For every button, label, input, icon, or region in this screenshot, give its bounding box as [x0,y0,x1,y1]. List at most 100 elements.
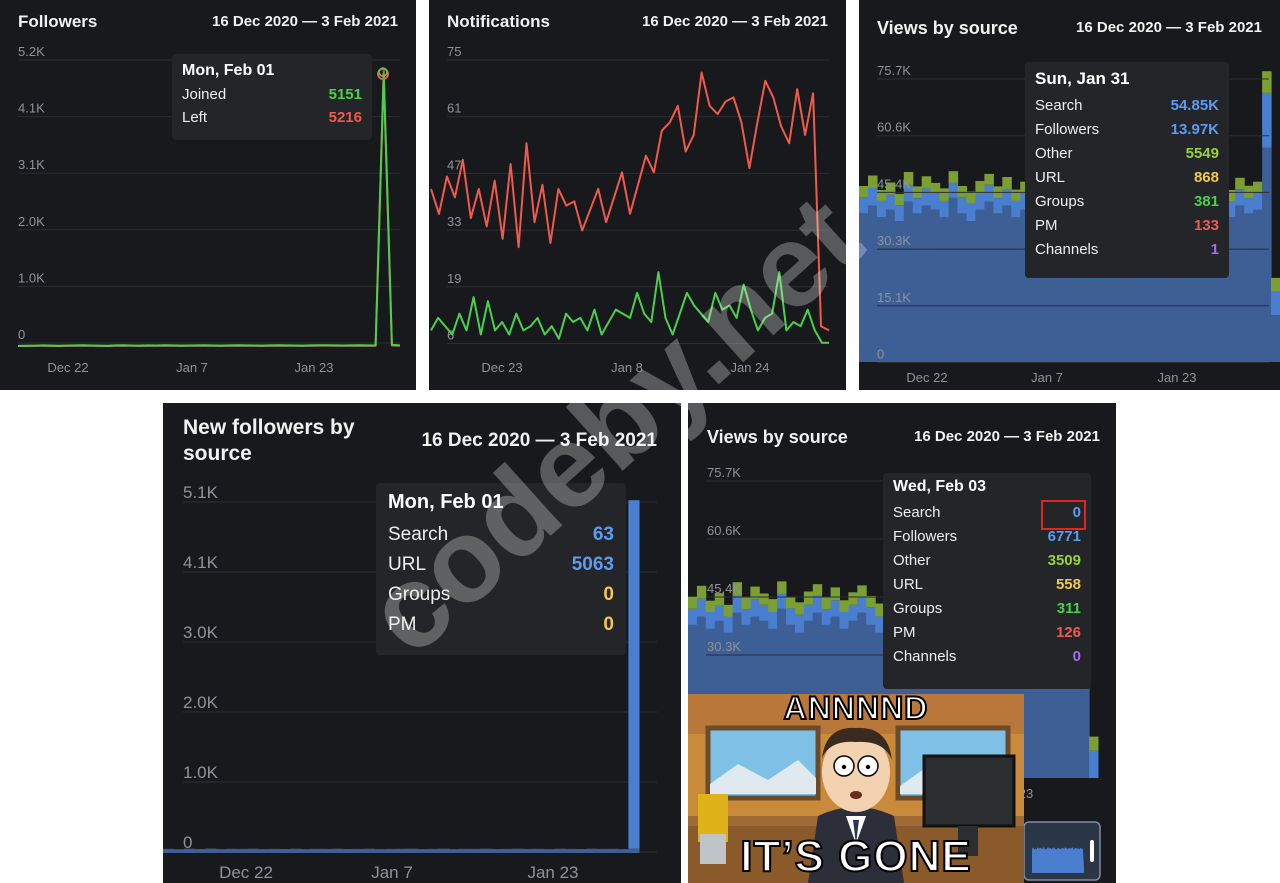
area-bar-followers [723,616,734,633]
bar-search [628,848,640,853]
area-bar-other [830,587,840,601]
area-bar-search [1271,315,1280,362]
tooltip-row: PM 0 [388,614,614,636]
tooltip-label: Groups [1035,193,1085,210]
x-tick-label: Jan 23 [1157,370,1196,385]
tooltip-label: URL [388,554,427,575]
chart-tooltip: Mon, Feb 01 Search 63 URL 5063 Groups 0 PM 0 [376,483,626,655]
area-bar-followers [1244,198,1254,214]
area-bar-followers [894,205,905,222]
area-bar-search [921,205,932,362]
bar-search [406,848,418,853]
date-range[interactable]: 16 Dec 2020 — 3 Feb 2021 [642,13,828,30]
area-bar-search [1163,209,1174,362]
area-bar-followers [768,612,778,629]
tooltip-row: PM 133 [1035,217,1219,234]
area-bar-followers [876,200,887,218]
series-line [430,271,829,344]
bar-search [300,849,312,853]
area-bar-other [957,186,967,198]
area-bar-search [1100,209,1111,362]
meme-image: ANNNND IT’S GONE [688,694,1024,883]
followers-chart[interactable]: 5.2K 4.1K 3.1K 2.0K 1.0K 0 Dec 22 Jan 7 Jan 23 [0,0,416,390]
bar-search [480,848,492,853]
bar-search [533,848,545,853]
date-range[interactable]: 16 Dec 2020 — 3 Feb 2021 [421,430,657,451]
tooltip-value: 558 [1055,576,1081,593]
notifications-chart[interactable]: 75 61 47 33 19 6 Dec 23 Jan 8 Jan 24 [429,0,846,390]
y-tick-label: 4.1K [18,101,45,116]
area-bar-other [894,193,905,206]
area-bar-other [885,182,896,195]
area-bar-search [1118,201,1129,362]
area-bar-search [777,608,787,778]
area-bar-followers [839,612,849,629]
area-bar-followers [741,609,751,625]
tooltip-row: Search 0 [893,504,1081,521]
y-tick-label: 33 [447,214,461,229]
date-range[interactable]: 16 Dec 2020 — 3 Feb 2021 [1076,19,1262,36]
panel-title: Notifications [447,12,550,31]
area-bar-other [1011,189,1021,201]
tooltip-row: Channels 0 [893,648,1081,665]
area-bar-search [1053,628,1063,778]
series-line [430,71,830,332]
area-bar-followers [993,198,1003,214]
area-bar-search [1026,616,1037,778]
bar-search [247,848,259,853]
tooltip-date: Sun, Jan 31 [1035,69,1130,88]
new-followers-chart[interactable]: 5.1K 4.1K 3.0K 2.0K 1.0K 0 Dec 22 Jan 7 Jan 23 [163,403,681,883]
area-bar-followers [1226,201,1236,218]
area-bar-followers [1235,189,1245,206]
bar-search [543,849,555,853]
area-bar-followers [786,608,796,625]
tooltip-label: Followers [1035,121,1100,138]
area-bar-other [866,595,876,608]
area-bar-followers [930,193,941,210]
area-bar-search [1020,209,1030,362]
area-bar-other [723,604,734,617]
area-bar-search [1002,205,1012,362]
area-bar-other [1089,736,1099,751]
area-bar-search [903,201,914,362]
area-bar-followers [795,614,805,633]
tooltip-value: 5063 [571,554,614,575]
tooltip-row: URL 558 [893,576,1081,593]
area-bar-followers [848,604,858,621]
area-bar-followers [984,184,994,202]
bar-search [469,848,481,853]
bar-search [258,849,270,853]
x-tick-label: Jan 24 [730,360,769,375]
bar-search [596,848,608,853]
bar-search [311,848,323,853]
y-tick-label: 75.7K [707,465,741,480]
tooltip-label: URL [893,576,924,593]
area-bar-followers [957,197,967,214]
area-bar-followers [830,600,840,617]
area-bar-other [921,176,932,189]
area-bar-search [1136,217,1147,362]
area-bar-search [1172,201,1182,362]
bar-search [448,849,460,853]
bar-search [554,848,566,853]
date-range[interactable]: 16 Dec 2020 — 3 Feb 2021 [914,428,1100,445]
bar-search [289,848,301,853]
y-tick-label: 15.1K [877,290,911,305]
tooltip-row: Left 5216 [182,109,362,126]
panel-title: Followers [18,12,98,31]
date-range[interactable]: 16 Dec 2020 — 3 Feb 2021 [212,13,398,30]
area-bar-followers [939,200,950,218]
tooltip-value: 63 [592,524,614,545]
area-bar-followers [1011,200,1021,218]
tooltip-label: Search [1035,97,1083,114]
navigator-area [1032,846,1084,873]
tooltip-value: 5549 [1185,145,1219,162]
bar-search [364,848,376,853]
area-bar-followers [859,197,869,214]
x-tick-label: Dec 22 [906,370,947,385]
x-tick-label: Jan 7 [1031,370,1063,385]
area-bar-followers [1020,193,1030,210]
area-bar-other [857,585,867,598]
y-tick-label: 2.0K [18,214,45,229]
y-tick-label: 5.1K [183,483,219,502]
